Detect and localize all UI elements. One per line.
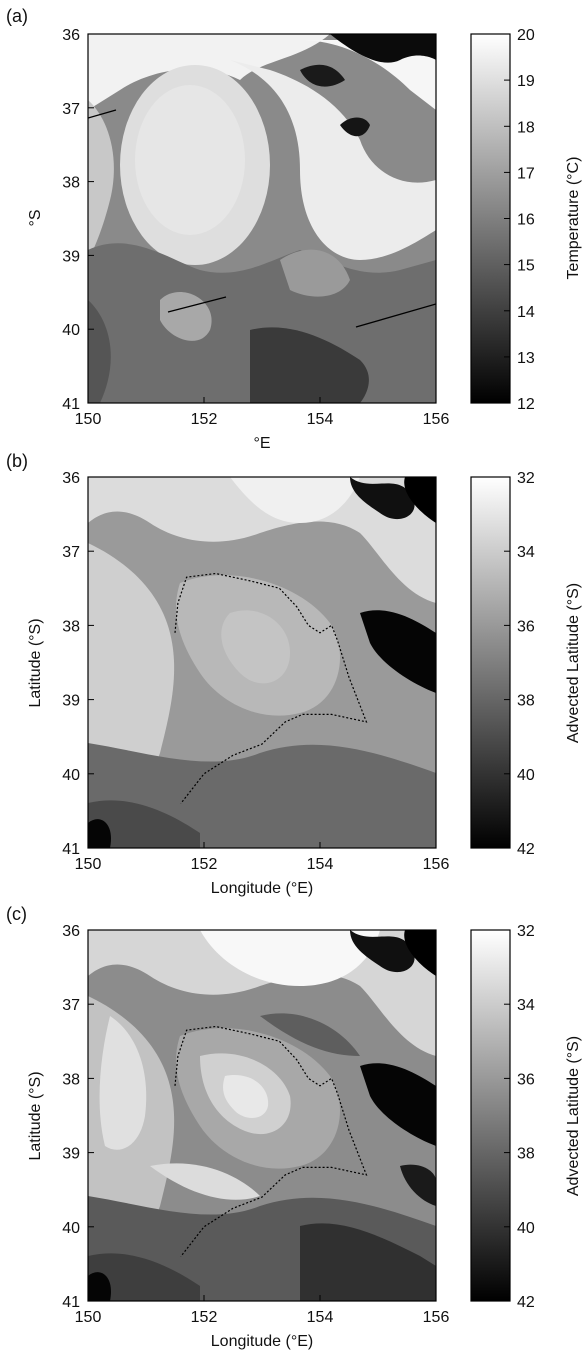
transect-line — [355, 303, 436, 328]
y-tick-label: 41 — [62, 1294, 80, 1311]
boundary-curve — [174, 572, 368, 804]
x-tick-label: 150 — [75, 411, 102, 428]
colorbar-tick-label: 38 — [517, 1146, 535, 1163]
panel-b: (b) 36 37 38 39 4 — [0, 453, 587, 906]
x-tick-label: 152 — [191, 1309, 218, 1326]
x-axis: 150 152 154 156 — [75, 842, 450, 873]
colorbar-tick-label: 13 — [517, 350, 535, 367]
colorbar-tick-label: 36 — [517, 618, 535, 635]
panel-c: (c) — [0, 906, 587, 1359]
y-tick-label: 38 — [62, 175, 80, 192]
plot-frame — [87, 476, 437, 849]
colorbar-tick-label: 18 — [517, 119, 535, 136]
y-axis-label: Latitude (°S) — [27, 618, 44, 707]
colorbar: 32 34 36 38 40 42 — [470, 470, 535, 858]
panel-a: (a) — [0, 0, 587, 453]
x-axis-label: °E — [253, 435, 270, 452]
colorbar-tick-label: 17 — [517, 165, 535, 182]
panel-c-svg: (c) — [6, 906, 582, 1350]
x-axis-label: Longitude (°E) — [211, 880, 313, 897]
colorbar-tick-label: 40 — [517, 1220, 535, 1237]
colorbar-label: Temperature (°C) — [565, 157, 582, 280]
temperature-field — [88, 34, 436, 403]
y-axis: 36 37 38 39 40 41 — [62, 470, 94, 858]
y-tick-label: 37 — [62, 101, 80, 118]
panel-a-svg: (a) — [6, 6, 582, 452]
transect-line — [88, 109, 117, 119]
colorbar-label: Advected Latitude (°S) — [565, 583, 582, 743]
x-tick-label: 152 — [191, 856, 218, 873]
y-axis: 36 37 38 39 40 41 — [62, 27, 94, 413]
colorbar-tick-label: 38 — [517, 693, 535, 710]
colorbar-label: Advected Latitude (°S) — [565, 1036, 582, 1196]
colorbar-tick-label: 15 — [517, 258, 535, 275]
y-tick-label: 36 — [62, 27, 80, 44]
x-tick-label: 154 — [307, 856, 334, 873]
x-axis: 150 152 154 156 — [75, 1295, 450, 1326]
colorbar-tick-label: 32 — [517, 923, 535, 940]
y-axis-label: °S — [27, 209, 44, 226]
advected-latitude-field — [88, 930, 436, 1301]
y-tick-label: 38 — [62, 1071, 80, 1088]
transect-line — [167, 296, 227, 313]
x-tick-label: 154 — [307, 411, 334, 428]
x-tick-label: 156 — [423, 1309, 450, 1326]
colorbar-tick-label: 19 — [517, 73, 535, 90]
y-tick-label: 40 — [62, 1220, 80, 1237]
panel-b-svg: (b) 36 37 38 39 4 — [6, 453, 582, 897]
panel-label: (a) — [6, 6, 28, 26]
y-tick-label: 41 — [62, 396, 80, 413]
colorbar-tick-label: 40 — [517, 767, 535, 784]
advected-latitude-field — [88, 477, 436, 848]
colorbar-tick-label: 16 — [517, 212, 535, 229]
y-tick-label: 36 — [62, 470, 80, 487]
y-tick-label: 39 — [62, 248, 80, 265]
x-tick-label: 156 — [423, 411, 450, 428]
y-tick-label: 40 — [62, 322, 80, 339]
colorbar-tick-label: 34 — [517, 544, 535, 561]
plot-frame — [87, 33, 437, 404]
x-tick-label: 156 — [423, 856, 450, 873]
colorbar-tick-label: 42 — [517, 1294, 535, 1311]
y-tick-label: 41 — [62, 841, 80, 858]
x-axis-label: Longitude (°E) — [211, 1333, 313, 1350]
colorbar-tick-label: 32 — [517, 470, 535, 487]
boundary-curve — [174, 1025, 368, 1257]
y-tick-label: 39 — [62, 1146, 80, 1163]
plot-frame — [87, 929, 437, 1302]
y-tick-label: 40 — [62, 767, 80, 784]
y-tick-label: 37 — [62, 997, 80, 1014]
colorbar: 20 19 18 17 16 15 14 13 12 — [470, 27, 535, 413]
colorbar-tick-label: 20 — [517, 27, 535, 44]
x-axis: 150 152 154 156 — [75, 397, 450, 428]
colorbar-tick-label: 42 — [517, 841, 535, 858]
y-axis: 36 37 38 39 40 41 — [62, 923, 94, 1311]
y-tick-label: 38 — [62, 618, 80, 635]
colorbar-tick-label: 12 — [517, 396, 535, 413]
x-tick-label: 150 — [75, 856, 102, 873]
x-tick-label: 152 — [191, 411, 218, 428]
colorbar: 32 34 36 38 40 42 — [470, 923, 535, 1311]
panel-label: (b) — [6, 453, 28, 471]
colorbar-tick-label: 14 — [517, 304, 535, 321]
y-tick-label: 37 — [62, 544, 80, 561]
panel-label: (c) — [6, 906, 27, 924]
colorbar-tick-label: 36 — [517, 1071, 535, 1088]
y-tick-label: 36 — [62, 923, 80, 940]
x-tick-label: 154 — [307, 1309, 334, 1326]
colorbar-tick-label: 34 — [517, 997, 535, 1014]
y-tick-label: 39 — [62, 693, 80, 710]
y-axis-label: Latitude (°S) — [27, 1071, 44, 1160]
x-tick-label: 150 — [75, 1309, 102, 1326]
